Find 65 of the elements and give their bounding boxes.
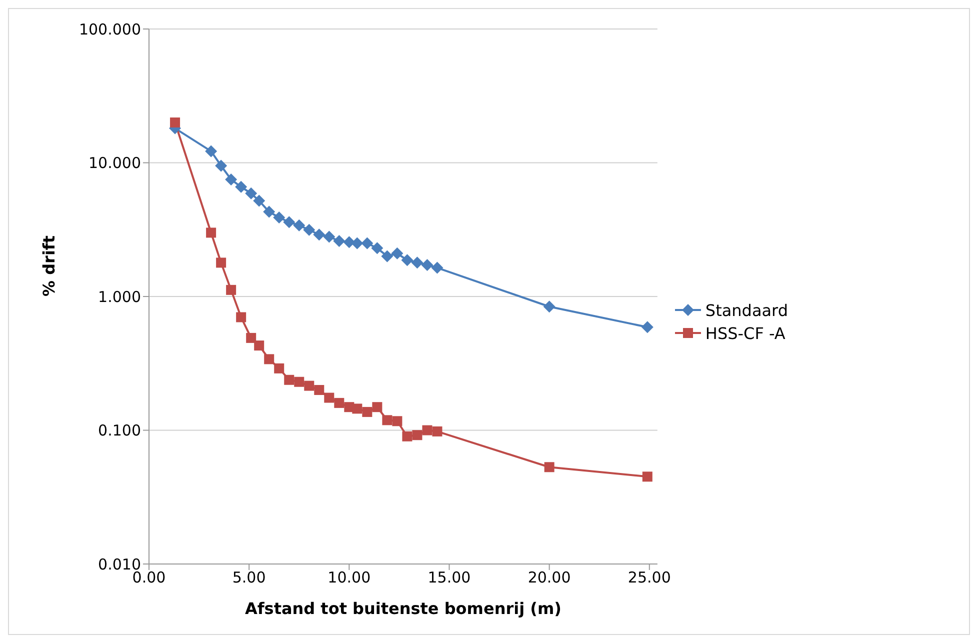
y-tick-label: 0.100 [98, 422, 141, 440]
point [206, 228, 216, 238]
point [293, 219, 306, 232]
point [273, 211, 286, 224]
point [226, 284, 236, 295]
point [402, 431, 412, 442]
point [323, 230, 336, 243]
point [314, 384, 324, 395]
y-tick-label: 10.000 [88, 154, 141, 172]
point [263, 206, 276, 218]
point [372, 402, 382, 412]
point [215, 160, 228, 172]
point [641, 321, 654, 334]
legend-label: Standaard [705, 300, 788, 320]
point [362, 406, 372, 417]
point [642, 472, 652, 482]
x-tick-label: 0.00 [132, 568, 166, 587]
point [392, 416, 402, 426]
point [254, 340, 264, 351]
x-tick-label: 5.00 [232, 568, 266, 587]
point [303, 224, 316, 236]
x-axis-title: Afstand tot buitenste bomenrij (m) [244, 599, 562, 618]
point [334, 398, 344, 408]
x-tick-label: 20.00 [528, 568, 571, 587]
point [313, 228, 326, 241]
point [361, 237, 374, 250]
point [333, 234, 346, 247]
point [236, 312, 246, 322]
legend-label: HSS-CF -A [705, 324, 786, 342]
point [245, 187, 258, 200]
point [412, 430, 422, 440]
x-tick-label: 10.00 [328, 568, 371, 587]
point [283, 216, 296, 228]
point [382, 415, 392, 426]
point [351, 237, 364, 250]
point [274, 363, 284, 374]
point [352, 404, 362, 414]
point [411, 256, 424, 269]
point [205, 145, 218, 158]
point [421, 259, 434, 271]
point [432, 426, 442, 436]
point [543, 300, 556, 313]
point [544, 462, 554, 472]
point [431, 262, 444, 274]
point [371, 242, 384, 254]
point [304, 380, 314, 391]
point [294, 376, 304, 387]
point [284, 374, 294, 385]
point [324, 392, 334, 403]
point [264, 354, 274, 364]
x-tick-label: 25.00 [628, 568, 671, 587]
y-axis-title: % drift [40, 235, 59, 296]
x-tick-label: 15.00 [428, 568, 471, 587]
point [246, 332, 256, 343]
y-tick-label: 100.000 [78, 20, 141, 38]
point [401, 254, 414, 266]
point [170, 117, 180, 128]
y-tick-label: 1.000 [98, 288, 141, 306]
point [216, 258, 226, 268]
point [422, 425, 432, 436]
point [391, 247, 404, 260]
point [225, 173, 238, 186]
point [381, 250, 394, 262]
point [235, 180, 248, 193]
point [253, 194, 266, 207]
